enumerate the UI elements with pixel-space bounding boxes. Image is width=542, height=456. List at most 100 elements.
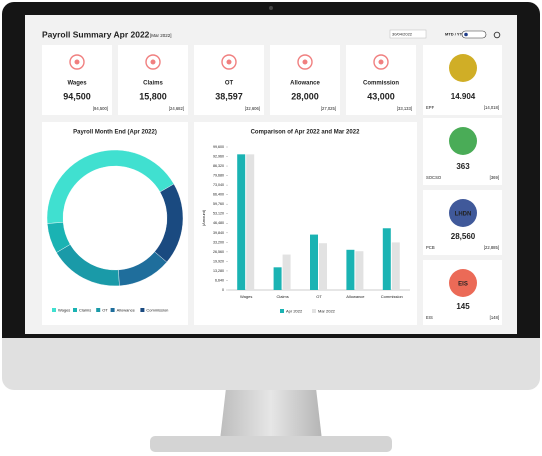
card-icon [297,54,313,70]
card-icon-dot [150,59,156,65]
period-toggle-label: MTD / YTD [445,32,465,37]
y-axis-label: (Amount) [201,209,206,226]
agency-label: SOCSO [426,175,442,180]
legend-label: OT [102,308,108,313]
card-previous: [24,682] [169,106,184,111]
refresh-button[interactable] [493,31,501,39]
agency-label: EIS [426,315,433,320]
bar [382,228,391,290]
page-title: Payroll Summary Apr 2022 [42,29,150,39]
y-tick-label: 0 [222,288,224,292]
y-tick-label: 26,560 [213,250,224,254]
donut-segment [154,183,184,263]
compare-period: [Mar 2022] [150,33,172,38]
card-value: 43,000 [367,91,395,101]
legend-label: Claims [79,308,91,313]
y-tick-label: 53,120 [213,212,224,216]
agency-value: 14.904 [451,92,476,101]
agency-label: PCB [426,245,435,250]
summary-card [194,45,264,115]
chart-title: Payroll Month End (Apr 2022) [73,130,157,136]
card-icon [373,54,389,70]
stand-neck [220,388,322,440]
bar [310,234,318,290]
legend-swatch [96,308,101,312]
x-tick-label: Allowance [346,294,365,299]
card-icon-dot [378,59,384,65]
bar [346,249,355,290]
agency-previous: [22,885] [484,245,499,250]
card-icon [69,54,85,70]
y-tick-label: 79,680 [213,174,224,178]
agency-logo [449,269,477,297]
legend-label: Commission [146,308,168,313]
agency-value: 28,560 [451,232,476,241]
y-tick-label: 33,200 [213,240,224,244]
card-icon-dot [74,59,80,65]
y-tick-label: 39,840 [213,231,224,235]
bar [246,154,255,290]
card-value: 28,000 [291,91,319,101]
summary-card [346,45,416,115]
agency-previous: [369] [490,175,499,180]
y-tick-label: 92,960 [213,154,224,158]
bar [355,251,364,290]
card-label: Commission [363,81,399,87]
date-value: 30/04/2022 [392,32,413,37]
agency-logo-text: EIS [458,282,468,288]
y-tick-label: 99,600 [213,145,224,149]
summary-card [42,45,112,115]
bar-card [194,122,417,325]
bar [391,242,400,290]
agency-logo-text: LHDN [455,212,472,218]
date-input[interactable] [389,29,427,39]
bar [273,267,282,290]
card-label: Wages [67,81,87,87]
summary-card [270,45,340,115]
agency-previous: [14,018] [484,105,499,110]
y-tick-label: 19,920 [213,259,224,263]
camera [269,6,273,10]
legend-swatch [312,309,316,313]
legend-label: Wages [58,308,70,313]
bar [237,154,246,290]
card-value: 38,597 [215,91,243,101]
legend-swatch [110,308,115,312]
legend-label: Mar 2022 [318,309,336,314]
card-value: 15,800 [139,91,167,101]
x-tick-label: Claims [276,294,288,299]
agency-value: 363 [456,162,470,171]
y-tick-label: 59,760 [213,202,224,206]
y-tick-label: 86,320 [213,164,224,168]
agency-logo [449,199,477,227]
legend-swatch [140,308,145,312]
card-icon-dot [302,59,308,65]
stand-base [150,436,392,452]
x-tick-label: OT [316,294,322,299]
legend-swatch [52,308,56,312]
card-icon-dot [226,59,232,65]
toggle-knob [464,32,468,37]
y-tick-label: 6,640 [215,278,224,282]
x-tick-label: Commission [381,294,403,299]
card-icon [221,54,237,70]
card-previous: [33,133] [397,106,412,111]
y-tick-label: 73,040 [213,183,224,187]
y-tick-label: 13,280 [213,269,224,273]
legend-label: Apr 2022 [286,309,303,314]
summary-card [118,45,188,115]
y-tick-label: 66,400 [213,193,224,197]
agency-previous: [148] [490,315,499,320]
card-value: 94,500 [63,91,91,101]
agency-logo [449,54,477,82]
legend-swatch [73,308,77,312]
agency-label: EPF [426,105,435,110]
card-icon [145,54,161,70]
card-previous: [32,606] [245,106,260,111]
period-toggle[interactable] [461,30,487,39]
legend-label: Allowance [117,308,136,313]
x-tick-label: Wages [240,294,252,299]
card-previous: [27,025] [321,106,336,111]
